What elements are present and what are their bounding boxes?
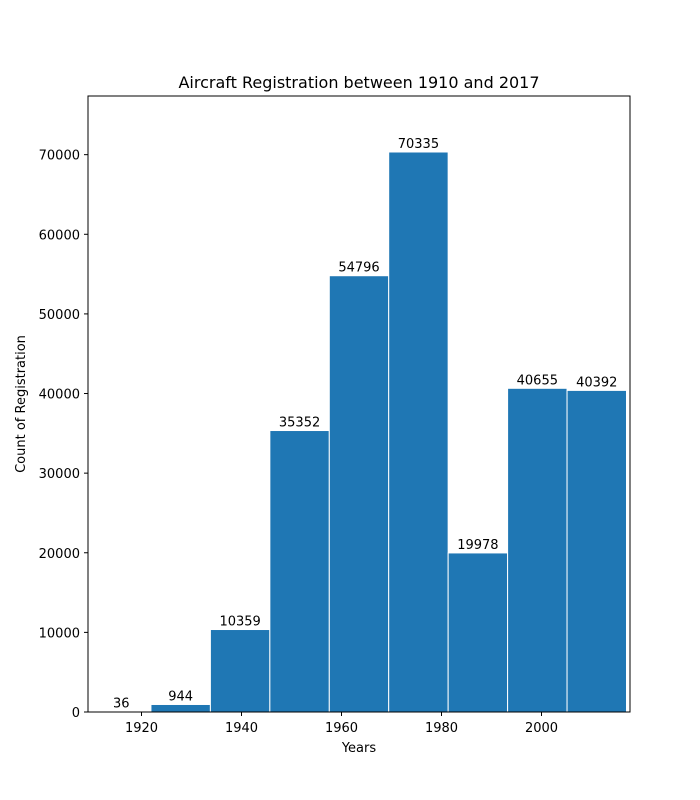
bar-8 [566,389,627,713]
data-label-4: 54796 [338,261,379,276]
data-labels-group: 36 944 10359 35352 54796 70335 19978 40655 40392 [113,137,618,712]
x-tick-label-1: 1940 [225,721,258,736]
y-tick-label-6: 60000 [39,228,80,243]
y-tick-label-3: 30000 [39,467,80,482]
y-tick-label-2: 20000 [39,547,80,562]
axes-group: 1920 1940 1960 1980 200001000020000300004000… [39,149,558,736]
bar-4 [328,275,390,713]
data-label-1: 944 [168,689,193,704]
data-label-5: 70335 [398,137,439,152]
x-tick-label-0: 1920 [125,721,158,736]
x-tick-label-3: 1980 [425,721,458,736]
data-label-3: 35352 [279,416,320,431]
data-label-6: 19978 [457,538,498,553]
data-label-0: 36 [113,697,130,712]
chart-title: Aircraft Registration between 1910 and 2… [178,73,539,92]
bar-5 [388,151,449,713]
bar-7 [507,387,568,713]
y-tick-label-1: 10000 [39,626,80,641]
bar-1 [150,703,211,713]
y-tick-label-4: 40000 [39,388,80,403]
y-tick-label-5: 50000 [39,308,80,323]
y-tick-label-0: 0 [72,706,80,721]
x-tick-label-4: 2000 [525,721,558,736]
y-tick-label-7: 70000 [39,149,80,164]
plot-frame [87,95,631,713]
data-label-7: 40655 [517,373,558,388]
bar-6 [447,552,509,713]
bar-3 [269,430,330,713]
y-axis-label: Count of Registration [14,335,29,473]
data-label-2: 10359 [219,615,260,630]
bar-2 [209,629,271,713]
bars-group [91,151,627,713]
data-label-8: 40392 [576,375,617,390]
x-tick-label-2: 1960 [325,721,358,736]
x-axis-label: Years [341,741,377,756]
